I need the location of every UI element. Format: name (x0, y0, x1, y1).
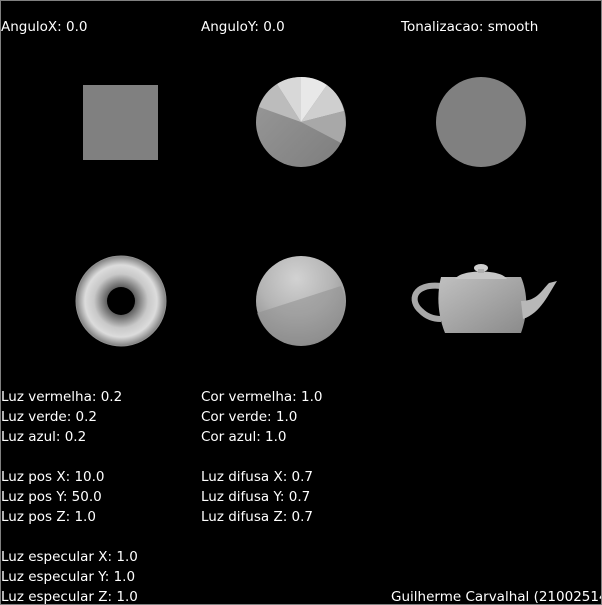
angle-x-label: AnguloX: 0.0 (1, 19, 88, 35)
diffuse-y-label: Luz difusa Y: 0.7 (201, 489, 311, 505)
light-blue-label: Luz azul: 0.2 (1, 429, 87, 445)
color-green-label: Cor verde: 1.0 (201, 409, 298, 425)
angle-y-label: AnguloY: 0.0 (201, 19, 285, 35)
light-pos-x-label: Luz pos X: 10.0 (1, 469, 105, 485)
diffuse-z-label: Luz difusa Z: 0.7 (201, 509, 314, 525)
scene-canvas (75, 76, 557, 347)
specular-y-label: Luz especular Y: 1.0 (1, 569, 136, 585)
cone-object (256, 76, 346, 167)
torus-object (75, 255, 167, 347)
specular-x-label: Luz especular X: 1.0 (1, 549, 138, 565)
light-green-label: Luz verde: 0.2 (1, 409, 98, 425)
light-pos-y-label: Luz pos Y: 50.0 (1, 489, 102, 505)
sphere-object (256, 256, 346, 346)
light-pos-z-label: Luz pos Z: 1.0 (1, 509, 96, 525)
specular-z-label: Luz especular Z: 1.0 (1, 589, 138, 605)
diffuse-x-label: Luz difusa X: 0.7 (201, 469, 314, 485)
light-red-label: Luz vermelha: 0.2 (1, 389, 123, 405)
shading-mode-label: Tonalizacao: smooth (401, 19, 539, 35)
color-blue-label: Cor azul: 1.0 (201, 429, 287, 445)
teapot-object (411, 264, 557, 333)
author-label: Guilherme Carvalhal (21002514) (391, 589, 602, 605)
cylinder-object (436, 77, 526, 167)
color-red-label: Cor vermelha: 1.0 (201, 389, 323, 405)
cube-object (83, 85, 158, 160)
